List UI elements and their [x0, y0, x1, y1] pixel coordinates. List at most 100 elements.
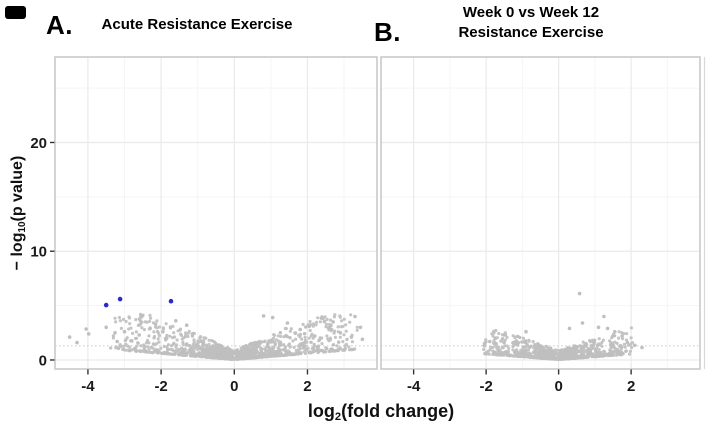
data-point-outlier: [602, 314, 606, 319]
data-point: [142, 350, 146, 354]
data-point: [322, 350, 326, 354]
data-point: [516, 341, 521, 345]
data-point: [179, 347, 183, 351]
data-point: [584, 341, 588, 345]
data-point: [523, 340, 527, 344]
data-point: [197, 351, 201, 355]
data-point: [215, 347, 219, 351]
data-point: [594, 349, 598, 354]
data-point: [129, 326, 133, 330]
data-point-outlier: [148, 326, 152, 331]
data-point: [201, 352, 205, 356]
data-point: [166, 343, 171, 347]
y-tick-label: 20: [30, 135, 47, 152]
data-point: [575, 349, 580, 353]
panel-border: [380, 56, 701, 370]
data-point-outlier: [353, 314, 357, 319]
data-point: [117, 315, 121, 320]
data-point: [333, 335, 337, 339]
data-point: [281, 348, 285, 352]
data-point-outlier: [327, 326, 332, 331]
data-point: [157, 334, 161, 338]
data-point: [289, 352, 294, 356]
data-point: [267, 349, 271, 353]
data-point: [482, 341, 486, 345]
data-point: [176, 352, 180, 356]
data-point: [119, 326, 123, 330]
data-point: [337, 348, 341, 352]
data-point: [503, 344, 507, 348]
data-point-outlier: [84, 327, 88, 331]
data-point: [507, 346, 511, 351]
data-point: [589, 347, 594, 351]
data-point: [503, 338, 507, 342]
data-point: [253, 353, 257, 357]
data-point: [491, 345, 495, 350]
data-point: [283, 345, 288, 349]
y-tick-label: 10: [30, 244, 47, 261]
data-point: [285, 335, 289, 339]
data-point: [166, 347, 170, 351]
data-point: [114, 346, 118, 350]
data-point: [147, 341, 151, 345]
data-point-outlier: [161, 329, 165, 334]
data-point: [521, 354, 525, 358]
data-point: [267, 353, 271, 357]
data-point: [146, 345, 150, 349]
data-point: [339, 325, 343, 329]
data-point: [317, 339, 321, 343]
data-point: [520, 340, 524, 344]
data-point: [597, 342, 601, 346]
data-point: [512, 343, 516, 347]
data-point: [291, 339, 295, 343]
data-point: [287, 343, 291, 347]
data-point: [571, 356, 575, 360]
data-point: [139, 350, 143, 354]
data-point: [308, 350, 312, 354]
data-point: [526, 351, 530, 355]
data-point: [544, 356, 548, 360]
data-point: [526, 348, 531, 352]
data-point: [342, 317, 346, 321]
data-point: [597, 337, 601, 341]
data-point: [234, 351, 238, 355]
data-point: [283, 326, 287, 331]
data-point: [266, 345, 271, 349]
data-point: [226, 356, 230, 360]
data-point: [248, 346, 252, 350]
data-point: [127, 315, 131, 319]
data-point: [198, 335, 203, 339]
data-point: [234, 348, 238, 352]
data-point-outlier: [524, 329, 528, 334]
data-point: [515, 351, 519, 355]
data-point: [162, 344, 166, 348]
data-point-outlier: [313, 334, 317, 338]
data-point-outlier: [596, 325, 601, 330]
data-point: [345, 337, 349, 341]
data-point: [181, 342, 185, 346]
data-point: [535, 342, 540, 346]
data-point: [551, 349, 555, 353]
data-point: [355, 325, 359, 329]
data-point: [338, 315, 342, 319]
data-point: [490, 332, 494, 336]
data-point: [305, 340, 309, 344]
data-point: [121, 347, 125, 351]
data-point: [558, 351, 562, 355]
data-point-outlier: [270, 315, 275, 320]
data-point: [135, 349, 139, 353]
data-point: [207, 338, 211, 342]
data-point: [553, 356, 557, 360]
data-point: [284, 349, 288, 353]
data-point: [511, 348, 515, 352]
data-point: [539, 348, 544, 352]
data-point: [273, 342, 277, 346]
data-point: [347, 345, 351, 349]
data-point: [246, 350, 250, 354]
data-point: [211, 355, 215, 359]
data-point: [316, 316, 320, 320]
data-point: [251, 347, 255, 351]
data-point: [499, 339, 503, 343]
data-point: [250, 349, 255, 353]
data-point: [597, 348, 601, 352]
